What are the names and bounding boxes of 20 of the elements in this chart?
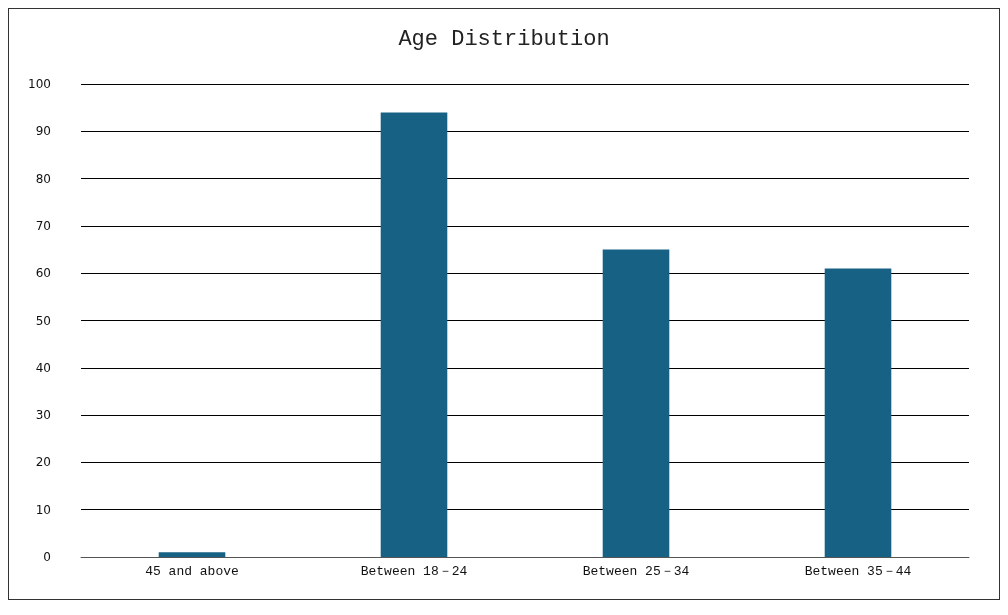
x-tick-label: Between 25－34: [582, 564, 690, 579]
bar: [602, 249, 670, 557]
x-tick-label: 45 and above: [145, 564, 239, 579]
y-tick-label: 70: [35, 218, 51, 233]
bar: [380, 112, 448, 557]
y-tick-label: 40: [35, 360, 51, 375]
y-tick-label: 80: [35, 171, 51, 186]
y-tick-label: 100: [28, 77, 51, 91]
chart-title: Age Distribution: [398, 26, 610, 52]
y-tick-label: 10: [35, 502, 51, 517]
bar: [158, 552, 226, 557]
x-tick-label: Between 18－24: [360, 564, 468, 579]
y-tick-label: 50: [35, 313, 51, 328]
y-tick-label: 90: [35, 124, 51, 139]
y-tick-label: 30: [35, 408, 51, 423]
x-tick-label: Between 35－44: [804, 564, 912, 579]
y-tick-label: 0: [43, 550, 51, 564]
y-tick-label: 20: [35, 455, 51, 470]
y-tick-label: 60: [35, 266, 51, 281]
bar: [824, 268, 892, 557]
